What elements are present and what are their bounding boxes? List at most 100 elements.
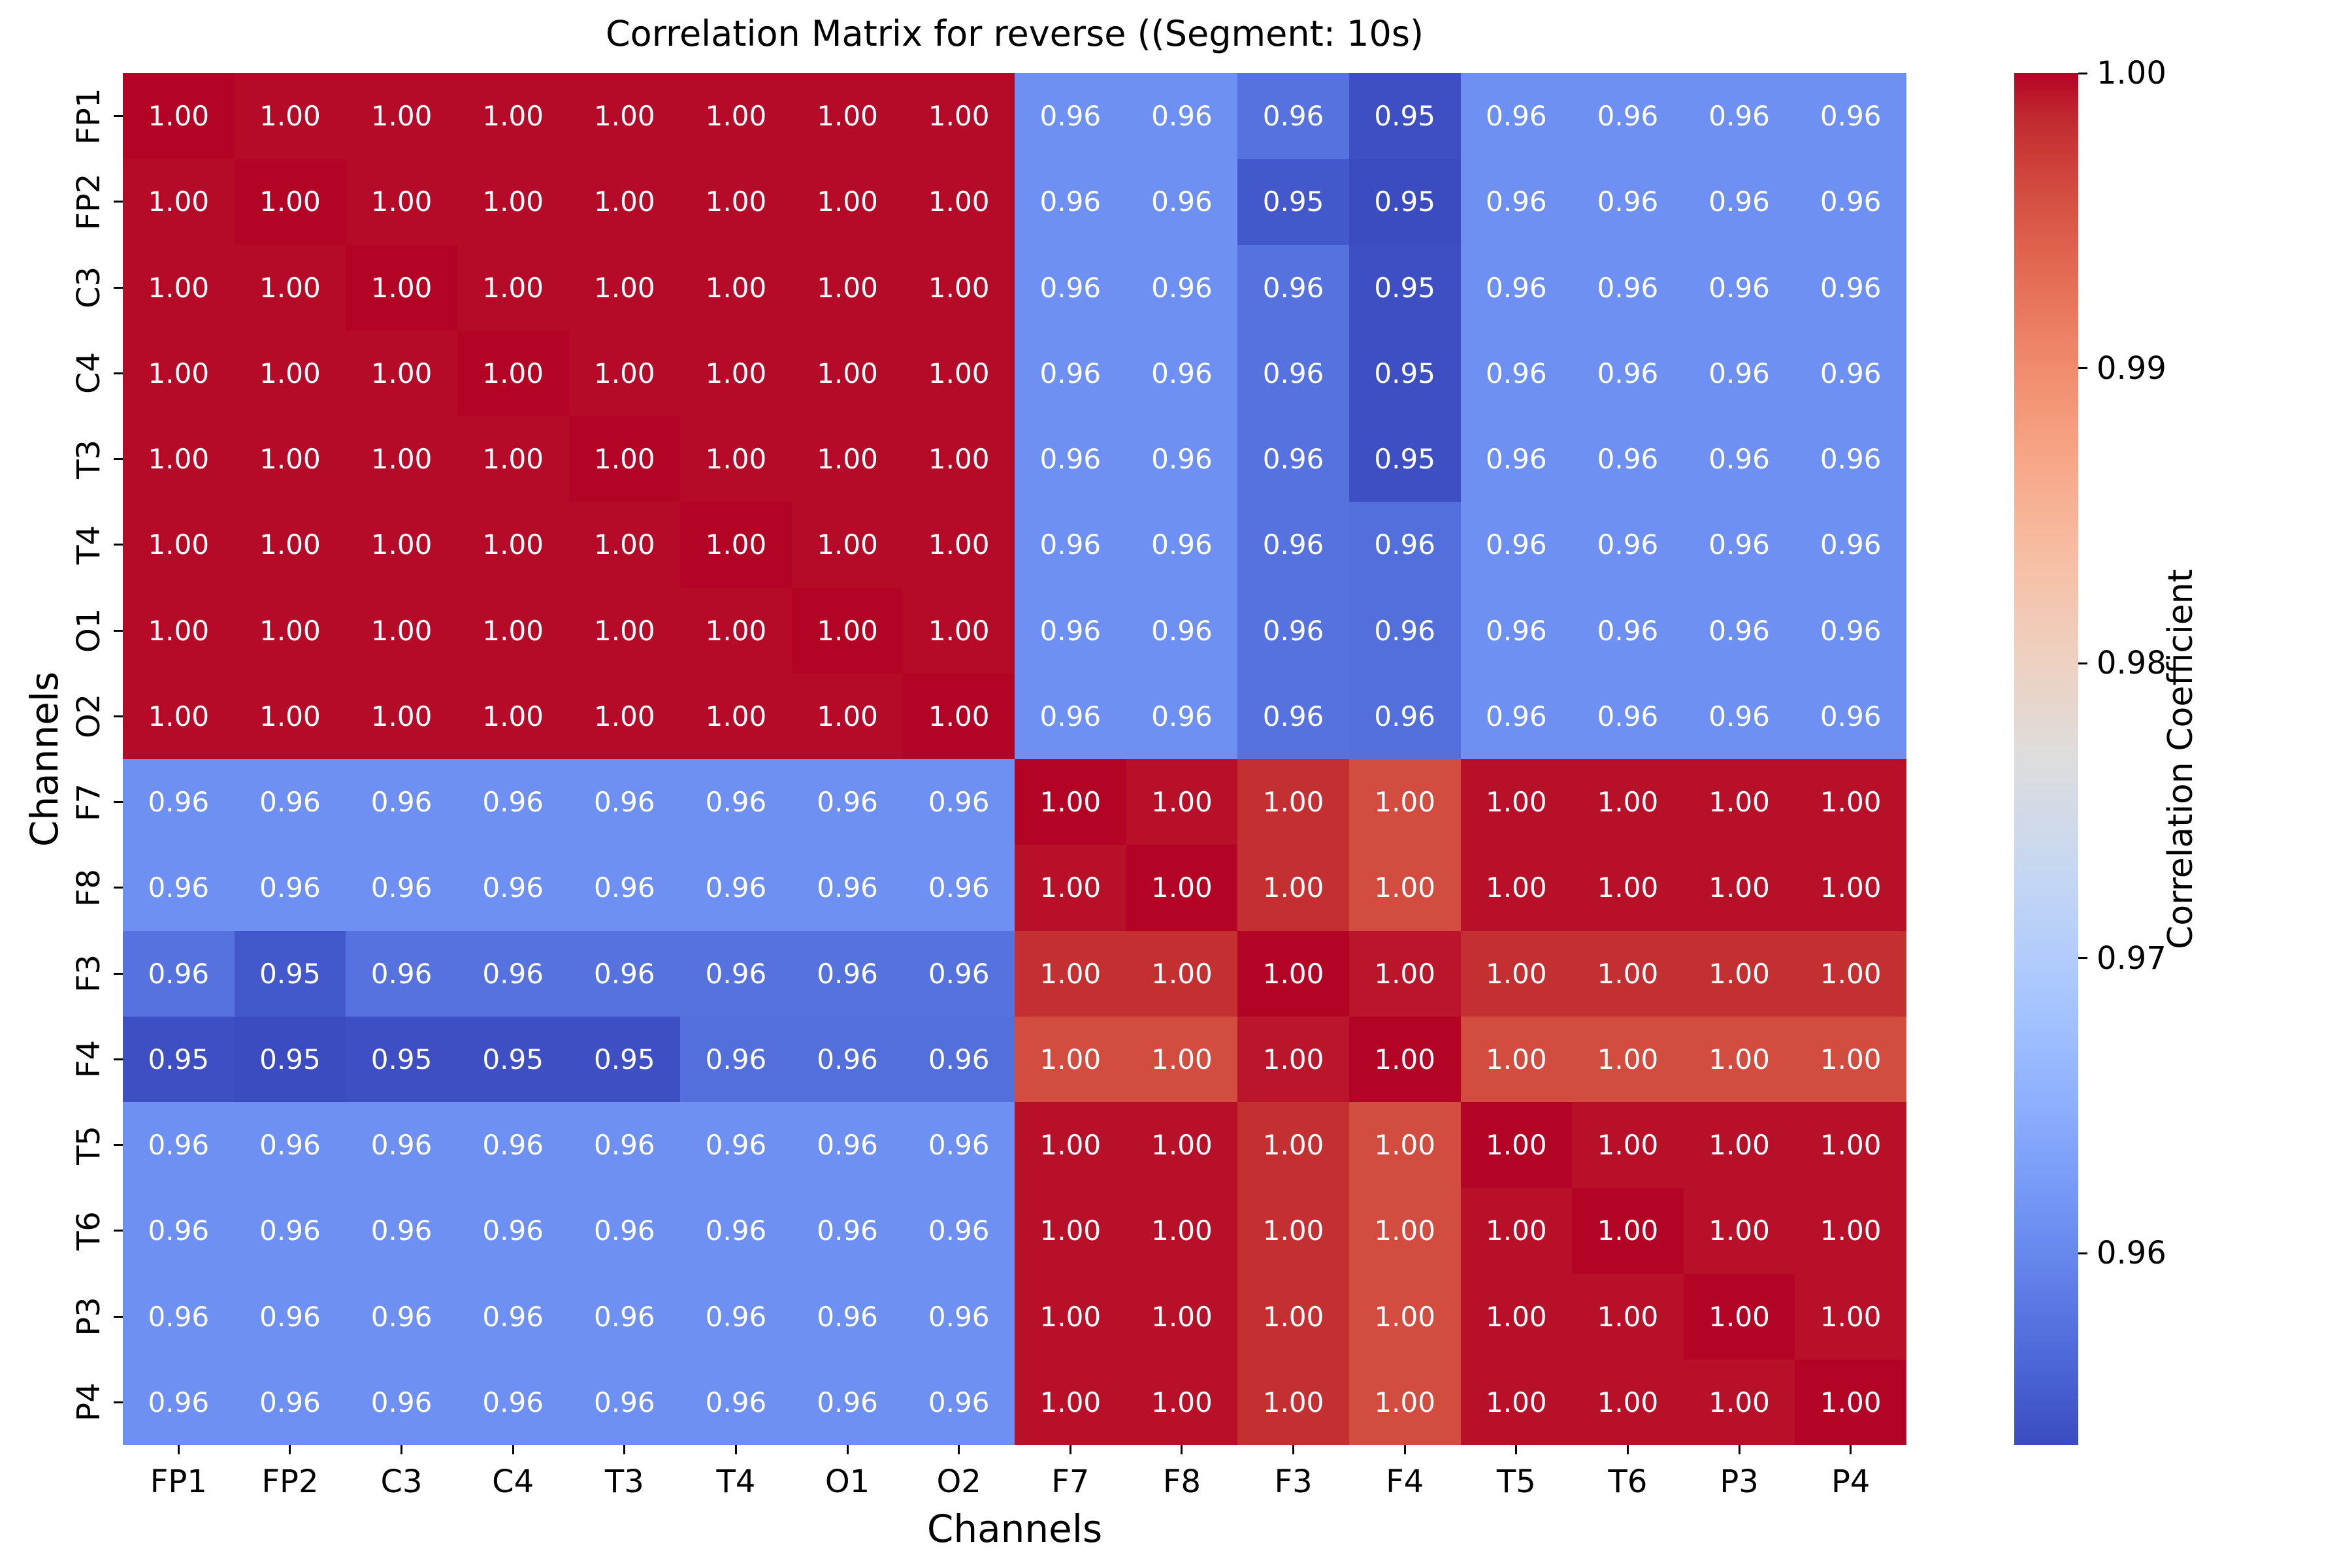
heatmap-cell: 0.96 [123, 1102, 235, 1188]
heatmap-cell: 1.00 [1683, 845, 1795, 931]
heatmap-cell: 0.96 [1460, 330, 1573, 416]
x-tick-label: C4 [492, 1463, 534, 1500]
y-tick-label: O2 [71, 694, 107, 739]
colorbar-tick-mark [2078, 72, 2087, 74]
x-tick-label: P3 [1720, 1463, 1759, 1500]
heatmap-cell: 0.96 [1237, 502, 1349, 588]
heatmap-cell: 1.00 [346, 587, 457, 674]
heatmap-cell: 1.00 [457, 73, 569, 159]
x-tick-label: T6 [1608, 1463, 1648, 1500]
x-tick-mark [1626, 1445, 1629, 1454]
heatmap-cell: 1.00 [123, 587, 235, 674]
heatmap-cell: 1.00 [791, 244, 904, 331]
heatmap-cell: 1.00 [346, 502, 457, 588]
heatmap-cell: 1.00 [234, 73, 346, 159]
heatmap-cell: 1.00 [791, 330, 904, 416]
heatmap-cell: 0.96 [346, 845, 457, 931]
heatmap-cell: 0.96 [123, 1359, 235, 1445]
heatmap-cell: 0.96 [1126, 416, 1238, 502]
heatmap-cell: 0.96 [1015, 330, 1126, 416]
heatmap-cell: 0.96 [1683, 330, 1795, 416]
heatmap-cell: 0.96 [1683, 159, 1795, 245]
heatmap-cell: 0.96 [346, 1273, 457, 1360]
heatmap-cell: 0.96 [123, 759, 235, 845]
y-tick-mark [114, 372, 123, 374]
heatmap-cell: 0.96 [457, 1359, 569, 1445]
heatmap-cell: 1.00 [1460, 1188, 1573, 1274]
heatmap-cell: 0.96 [568, 1359, 681, 1445]
x-axis-label: Channels [926, 1507, 1103, 1551]
y-tick-mark [114, 972, 123, 975]
colorbar-tick-mark [2078, 1252, 2087, 1254]
heatmap-cell: 1.00 [1015, 845, 1126, 931]
heatmap-cell: 0.96 [791, 1102, 904, 1188]
heatmap-cell: 0.96 [1015, 673, 1126, 759]
colorbar-tick-label: 0.97 [2097, 939, 2166, 977]
heatmap-cell: 0.96 [457, 930, 569, 1017]
heatmap-cell: 0.96 [234, 1273, 346, 1360]
heatmap-cell: 0.96 [1015, 159, 1126, 245]
heatmap-cell: 1.00 [457, 330, 569, 416]
heatmap-cell: 0.96 [123, 845, 235, 931]
heatmap-cell: 1.00 [1795, 930, 1906, 1017]
x-tick-label: C3 [380, 1463, 423, 1500]
y-tick-label: F8 [71, 868, 107, 907]
heatmap-cell: 0.96 [680, 759, 792, 845]
heatmap-cell: 0.96 [1572, 244, 1684, 331]
heatmap-cell: 1.00 [1126, 1359, 1238, 1445]
heatmap-cell: 0.96 [1015, 244, 1126, 331]
heatmap-cell: 1.00 [1683, 1273, 1795, 1360]
heatmap-cell: 0.96 [1795, 416, 1906, 502]
x-tick-mark [1069, 1445, 1071, 1454]
heatmap-cell: 0.96 [234, 759, 346, 845]
chart-title: Correlation Matrix for reverse ((Segment… [605, 13, 1424, 54]
colorbar-tick-label: 1.00 [2097, 55, 2166, 91]
heatmap-cell: 1.00 [1795, 1102, 1906, 1188]
x-tick-mark [958, 1445, 960, 1454]
heatmap-cell: 0.96 [791, 1359, 904, 1445]
y-tick-mark [114, 544, 123, 546]
heatmap-cell: 1.00 [1460, 1016, 1573, 1102]
heatmap-cell: 1.00 [568, 416, 681, 502]
heatmap-cell: 0.96 [1126, 502, 1238, 588]
heatmap-cell: 0.96 [1126, 73, 1238, 159]
y-tick-mark [114, 629, 123, 632]
heatmap-cell: 1.00 [791, 587, 904, 674]
heatmap-cell: 0.95 [568, 1016, 681, 1102]
heatmap-cell: 0.95 [1348, 416, 1461, 502]
heatmap-cell: 1.00 [1348, 759, 1461, 845]
heatmap-cell: 1.00 [680, 416, 792, 502]
heatmap-cell: 0.96 [1237, 73, 1349, 159]
colorbar-gradient [2014, 73, 2078, 1445]
heatmap-cell: 0.96 [234, 845, 346, 931]
heatmap-cell: 0.96 [1348, 587, 1461, 674]
heatmap-cell: 0.95 [234, 930, 346, 1017]
heatmap-cell: 0.96 [903, 1016, 1015, 1102]
heatmap-cell: 1.00 [346, 73, 457, 159]
y-tick-label: T3 [71, 439, 107, 479]
y-tick-mark [114, 286, 123, 289]
heatmap-cell: 1.00 [123, 330, 235, 416]
heatmap-cell: 0.96 [457, 759, 569, 845]
heatmap-cell: 1.00 [1126, 1273, 1238, 1360]
heatmap-cell: 0.96 [234, 1188, 346, 1274]
heatmap-cell: 0.96 [457, 1273, 569, 1360]
heatmap-cell: 1.00 [791, 73, 904, 159]
heatmap-cell: 1.00 [1683, 1016, 1795, 1102]
heatmap-cell: 0.95 [123, 1016, 235, 1102]
heatmap-cell: 1.00 [1348, 930, 1461, 1017]
heatmap-cell: 0.96 [346, 1188, 457, 1274]
heatmap-cell: 1.00 [123, 416, 235, 502]
y-tick-mark [114, 458, 123, 461]
x-tick-mark [1403, 1445, 1406, 1454]
heatmap-cell: 1.00 [1348, 1188, 1461, 1274]
heatmap-cell: 1.00 [1348, 1359, 1461, 1445]
y-tick-label: T5 [71, 1125, 107, 1165]
y-tick-mark [114, 1315, 123, 1318]
heatmap-cell: 0.96 [1015, 587, 1126, 674]
heatmap-cell: 1.00 [903, 244, 1015, 331]
heatmap-cell: 1.00 [346, 159, 457, 245]
heatmap-cell: 1.00 [1237, 759, 1349, 845]
y-tick-label: T4 [71, 525, 107, 564]
heatmap-cell: 0.96 [123, 930, 235, 1017]
